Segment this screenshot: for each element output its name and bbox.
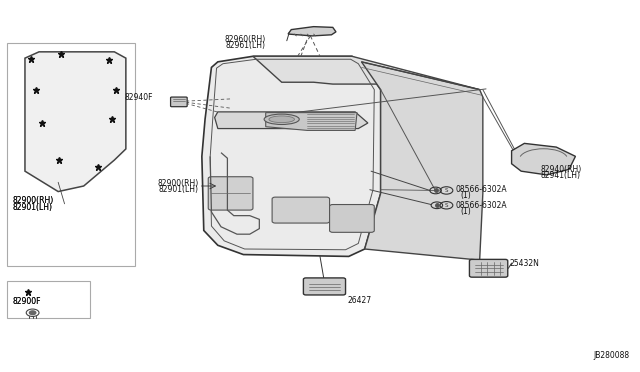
FancyBboxPatch shape (171, 97, 187, 107)
Text: 82961(LH): 82961(LH) (226, 41, 266, 51)
Circle shape (29, 311, 36, 315)
Text: 82900F: 82900F (12, 297, 41, 306)
Text: S: S (445, 188, 448, 193)
Polygon shape (253, 56, 479, 90)
Text: 82960(RH): 82960(RH) (225, 35, 266, 44)
Bar (7, 43, 135, 266)
Text: 25432N: 25432N (509, 259, 539, 267)
Polygon shape (511, 143, 575, 175)
Text: 82901(LH): 82901(LH) (159, 185, 198, 194)
FancyBboxPatch shape (208, 177, 253, 210)
Text: 82901(LH): 82901(LH) (12, 203, 52, 212)
Ellipse shape (264, 114, 300, 125)
FancyBboxPatch shape (303, 278, 346, 295)
Text: 82901(LH): 82901(LH) (12, 203, 52, 212)
Text: 82900(RH): 82900(RH) (12, 196, 53, 205)
Ellipse shape (269, 116, 294, 123)
Polygon shape (214, 112, 368, 129)
Text: (1): (1) (461, 207, 471, 216)
Text: 08566-6302A: 08566-6302A (456, 201, 507, 210)
Text: 82900(RH): 82900(RH) (12, 196, 53, 205)
Polygon shape (362, 62, 483, 260)
FancyBboxPatch shape (330, 205, 374, 232)
Text: 82941(LH): 82941(LH) (540, 171, 580, 180)
Polygon shape (202, 56, 381, 256)
FancyBboxPatch shape (272, 197, 330, 223)
Text: 82940(RH): 82940(RH) (540, 165, 582, 174)
Text: 08566-6302A: 08566-6302A (456, 185, 507, 194)
FancyBboxPatch shape (469, 259, 508, 277)
Text: 82940F: 82940F (124, 93, 153, 102)
Text: 82900F: 82900F (12, 297, 41, 306)
Text: 26427: 26427 (348, 296, 372, 305)
Text: 82900(RH): 82900(RH) (157, 179, 198, 187)
Text: S: S (445, 203, 448, 208)
Polygon shape (266, 113, 357, 131)
Bar (7, 280, 90, 318)
Polygon shape (288, 27, 336, 36)
Text: JB280088: JB280088 (594, 351, 630, 360)
Polygon shape (25, 52, 126, 192)
Text: (1): (1) (461, 191, 471, 200)
